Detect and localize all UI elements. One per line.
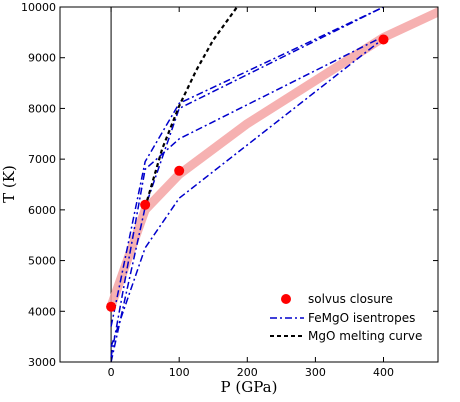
series-line-0-2 xyxy=(110,7,384,327)
x-tick-label-3: 300 xyxy=(305,366,326,379)
x-tick-label-0: 0 xyxy=(108,366,115,379)
y-axis-label: T (K) xyxy=(0,165,18,203)
legend-marker-solvus-closure xyxy=(281,294,291,304)
y-tick-label-5: 8000 xyxy=(28,102,56,115)
x-tick-label-2: 200 xyxy=(237,366,258,379)
y-tick-label-7: 10000 xyxy=(21,1,56,14)
y-tick-label-2: 5000 xyxy=(28,255,56,268)
legend-box xyxy=(267,288,433,356)
x-tick-label-4: 400 xyxy=(373,366,394,379)
legend-label-femgo-isentropes: FeMgO isentropes xyxy=(308,311,415,325)
legend-label-solvus-closure: solvus closure xyxy=(308,292,393,306)
plot-frame xyxy=(59,6,439,363)
axes-layer: 0 100 200 300 400 3000 4000 5000 6000 7000 8000 900… xyxy=(21,1,438,379)
data-point-solvus-3 xyxy=(378,34,389,45)
y-tick-label-3: 6000 xyxy=(28,204,56,217)
data-point-solvus-0 xyxy=(106,301,117,312)
y-tick-label-0: 3000 xyxy=(28,356,56,369)
series-layer xyxy=(106,7,438,362)
x-tick-label-1: 100 xyxy=(169,366,190,379)
series-line-1-0 xyxy=(144,7,238,208)
y-tick-label-6: 9000 xyxy=(28,52,56,65)
legend-label-mgo-melting-curve: MgO melting curve xyxy=(308,329,422,343)
legend: solvus closure FeMgO isentropes MgO melt… xyxy=(267,288,433,356)
x-axis-label: P (GPa) xyxy=(221,378,278,396)
data-point-solvus-1 xyxy=(140,199,151,210)
series-line-0-3 xyxy=(110,7,384,362)
y-tick-label-4: 7000 xyxy=(28,153,56,166)
data-point-solvus-2 xyxy=(174,165,185,176)
y-tick-label-1: 4000 xyxy=(28,305,56,318)
series-line-0-1 xyxy=(110,35,384,358)
